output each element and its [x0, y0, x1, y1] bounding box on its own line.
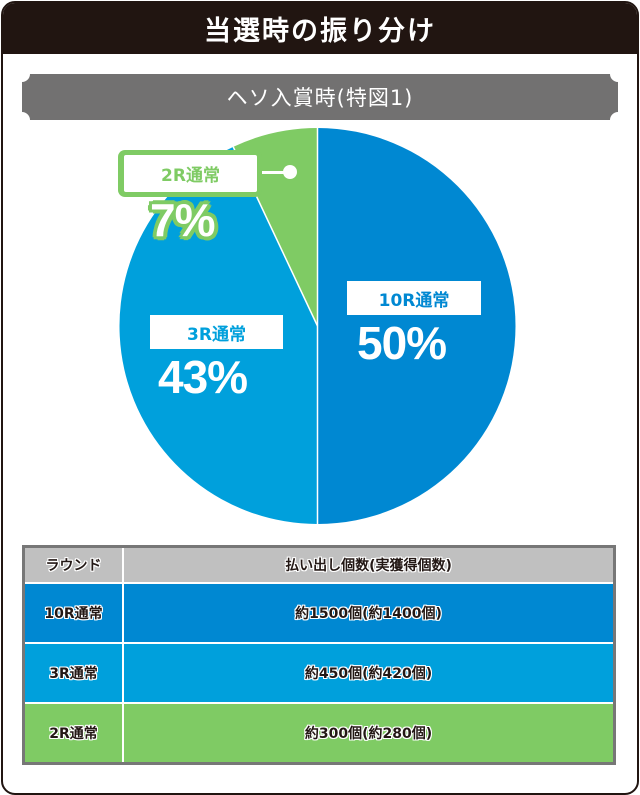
table-row: 10R通常 約1500個(約1400個) — [23, 582, 615, 644]
callout-dot-icon — [283, 165, 297, 179]
slice-label-10r: 10R通常 — [347, 281, 481, 315]
slice-label-3r: 3R通常 — [150, 315, 283, 349]
cell-payout: 約300個(約280個) — [122, 702, 615, 764]
table-row: 3R通常 約450個(約420個) — [23, 642, 615, 704]
slice-pct-3r: 43% — [158, 351, 248, 403]
slice-label-2r: 2R通常 — [124, 155, 257, 192]
header-round: ラウンド — [23, 546, 124, 584]
slice-pct-10r: 50% — [357, 317, 447, 369]
callout-line — [262, 171, 288, 174]
ribbon-shape — [22, 74, 618, 120]
header-payout: 払い出し個数(実獲得個数) — [122, 546, 615, 584]
subtitle: ヘソ入賞時(特図1) — [226, 86, 414, 110]
cell-round: 3R通常 — [23, 642, 124, 704]
subtitle-ribbon: ヘソ入賞時(特図1) — [22, 74, 618, 120]
payout-table: ラウンド 払い出し個数(実獲得個数) 10R通常 約1500個(約1400個) … — [22, 545, 616, 765]
cell-round: 2R通常 — [23, 702, 124, 764]
slice-pct-2r: 7% — [150, 194, 215, 246]
cell-round: 10R通常 — [23, 582, 124, 644]
cell-payout: 約450個(約420個) — [122, 642, 615, 704]
table-row: 2R通常 約300個(約280個) — [23, 702, 615, 764]
callout-box-2r: 2R通常 — [118, 150, 262, 197]
pie-slice-10R通常 — [317, 128, 516, 524]
table-header-row: ラウンド 払い出し個数(実獲得個数) — [23, 546, 615, 584]
page-title: 当選時の振り分け — [204, 16, 436, 47]
title-bar: 当選時の振り分け — [3, 3, 637, 54]
cell-payout: 約1500個(約1400個) — [122, 582, 615, 644]
